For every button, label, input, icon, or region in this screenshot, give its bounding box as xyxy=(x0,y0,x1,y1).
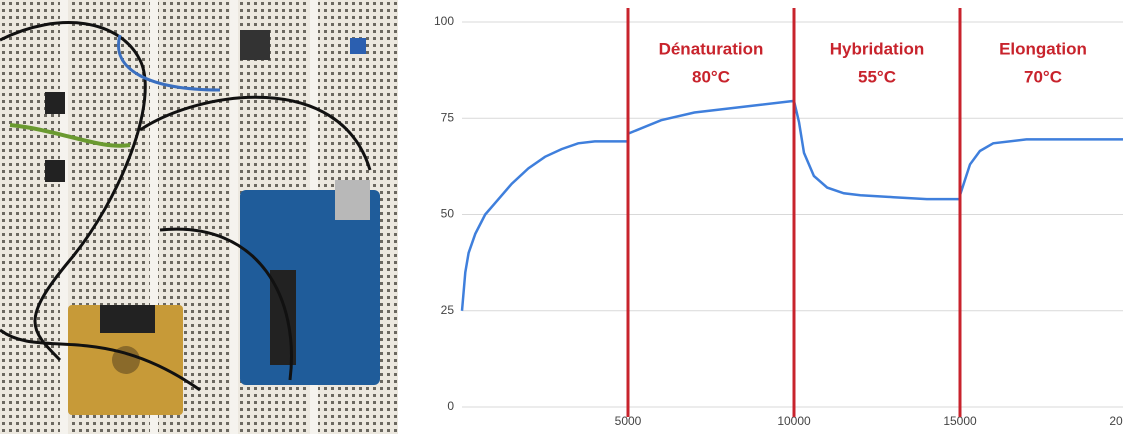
x-tick-label: 10000 xyxy=(777,414,811,428)
breadboard-photo xyxy=(0,0,398,434)
phase-label: Dénaturation xyxy=(659,39,764,58)
x-tick-label: 15000 xyxy=(943,414,977,428)
phase-label: 70°C xyxy=(1024,67,1062,86)
x-tick-label: 5000 xyxy=(615,414,642,428)
phase-label: Elongation xyxy=(999,39,1087,58)
phase-label: Hybridation xyxy=(830,39,924,58)
y-tick-label: 75 xyxy=(441,110,455,124)
data-line xyxy=(460,99,1123,311)
y-tick-label: 0 xyxy=(447,399,454,413)
plot-area: 0 25 50 75 100 5000 10000 15000 20000 Dénaturatio… xyxy=(434,8,1123,428)
phase-label: 80°C xyxy=(692,67,730,86)
y-tick-label: 50 xyxy=(441,207,455,221)
y-tick-label: 100 xyxy=(434,14,454,28)
y-tick-label: 25 xyxy=(441,303,455,317)
phase-label: 55°C xyxy=(858,67,896,86)
x-tick-label: 20000 xyxy=(1109,414,1123,428)
